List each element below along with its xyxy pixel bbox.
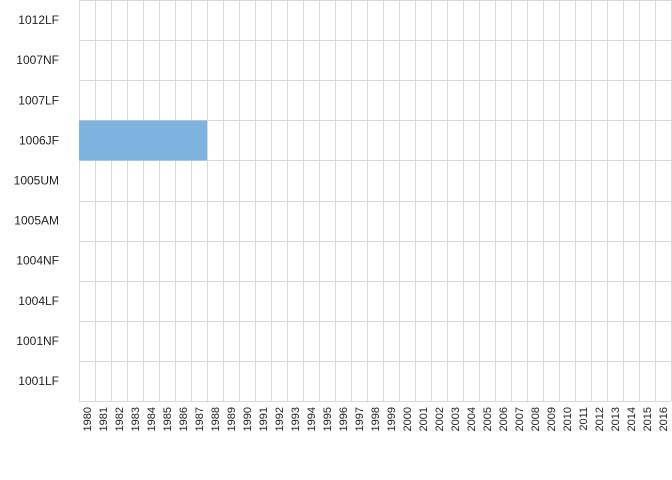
x-tick-label: 1983	[130, 407, 142, 431]
x-tick-label: 1995	[322, 407, 334, 431]
x-tick-label: 2011	[578, 407, 590, 431]
x-tick-label: 2005	[482, 407, 494, 431]
x-tick-label: 2007	[514, 407, 526, 431]
x-tick-label: 2001	[418, 407, 430, 431]
cell-1006JF-1982	[111, 120, 127, 161]
y-tick-label: 1005AM	[14, 214, 59, 228]
cell-1006JF-1985	[159, 120, 175, 161]
x-tick-label: 1994	[306, 407, 318, 431]
x-tick-label: 1986	[178, 407, 190, 431]
x-tick-label: 1985	[162, 407, 174, 431]
y-tick-label: 1007LF	[18, 93, 59, 107]
y-tick-label: 1001NF	[16, 334, 59, 348]
x-tick-label: 2015	[642, 407, 654, 431]
x-tick-label: 1990	[242, 407, 254, 431]
x-tick-label: 2008	[530, 407, 542, 431]
y-tick-label: 1001LF	[18, 374, 59, 388]
grid-layer	[79, 0, 672, 402]
cell-1006JF-1984	[143, 120, 159, 161]
cell-1006JF-1986	[175, 120, 191, 161]
y-tick-label: 1005UM	[14, 173, 59, 187]
y-tick-label: 1012LF	[18, 13, 59, 27]
y-tick-label: 1006JF	[19, 133, 59, 147]
x-tick-label: 2004	[466, 407, 478, 431]
x-tick-label: 2014	[626, 407, 638, 431]
x-tick-label: 1989	[226, 407, 238, 431]
x-tick-label: 1991	[258, 407, 270, 431]
x-tick-label: 1999	[386, 407, 398, 431]
x-tick-label: 1992	[274, 407, 286, 431]
y-axis-labels: 1012LF 1007NF 1007LF 1006JF 1005UM 1005AM 1004…	[14, 13, 59, 388]
y-tick-label: 1007NF	[16, 53, 59, 67]
x-tick-label: 2009	[546, 407, 558, 431]
cell-1006JF-1980	[79, 120, 95, 161]
x-tick-label: 1981	[98, 407, 110, 431]
x-tick-label: 2000	[402, 407, 414, 431]
x-tick-label: 2012	[594, 407, 606, 431]
x-tick-label: 1987	[194, 407, 206, 431]
x-tick-label: 1982	[114, 407, 126, 431]
x-tick-label: 2006	[498, 407, 510, 431]
x-tick-label: 1993	[290, 407, 302, 431]
cell-1006JF-1983	[127, 120, 143, 161]
x-tick-label: 1998	[370, 407, 382, 431]
x-tick-label: 2003	[450, 407, 462, 431]
y-tick-label: 1004NF	[16, 254, 59, 268]
x-axis-labels: 1980 1981 1982 1983 1984 1985 1986 1987 1988 1989…	[82, 407, 670, 431]
x-tick-label: 1997	[354, 407, 366, 431]
cell-1006JF-1981	[95, 120, 111, 161]
x-tick-label: 2002	[434, 407, 446, 431]
x-tick-label: 2010	[562, 407, 574, 431]
cell-1006JF-1987	[191, 120, 207, 161]
x-tick-label: 2013	[610, 407, 622, 431]
x-tick-label: 1988	[210, 407, 222, 431]
y-tick-label: 1004LF	[18, 294, 59, 308]
x-tick-label: 1996	[338, 407, 350, 431]
x-tick-label: 2016	[658, 407, 670, 431]
x-tick-label: 1980	[82, 407, 94, 431]
x-tick-label: 1984	[146, 407, 158, 431]
cell-layer	[79, 120, 207, 161]
